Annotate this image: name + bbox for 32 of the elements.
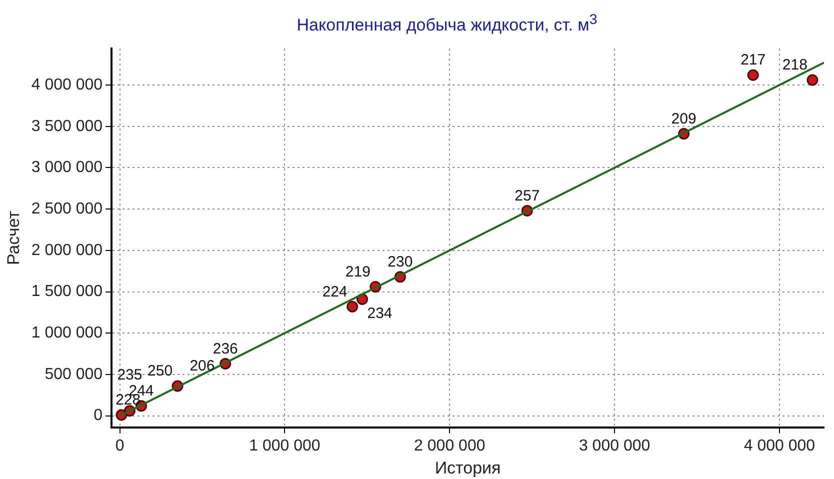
annotation: 250: [148, 362, 173, 380]
y-tick-label: 2 000 000: [31, 242, 103, 259]
annotation: 224: [322, 283, 348, 300]
x-tick-label: 3 000 000: [578, 437, 650, 454]
point: [346, 300, 358, 312]
annotation: 209: [671, 110, 696, 128]
annotation: 230: [388, 254, 413, 271]
annotation: 257: [514, 187, 540, 204]
x-axis-title: История: [434, 458, 501, 478]
y-tick-label: 4 000 000: [31, 76, 103, 94]
point: [747, 69, 759, 81]
y-axis-title: Расчет: [4, 210, 23, 266]
y-tick-label: 3 500 000: [31, 118, 103, 135]
point: [806, 74, 818, 86]
y-tick-label: 2 500 000: [31, 200, 103, 218]
chart-title: Накопленная добыча жидкости, ст. м$^{3}$: [296, 11, 598, 36]
y-tick-label: 3 000 000: [31, 159, 103, 176]
y-tick-label: 500 000: [44, 366, 103, 383]
y-tick-label: 1 000 000: [31, 324, 103, 342]
x-tick-label: 2 000 000: [414, 437, 486, 454]
annotation: 218: [782, 56, 808, 74]
annotation: 206: [190, 358, 215, 375]
annotation: 236: [212, 340, 238, 358]
annotation: 219: [345, 263, 370, 280]
x-tick-label: 4 000 000: [744, 437, 816, 454]
x-tick-label: 1 000 000: [249, 437, 320, 454]
annotation: 234: [367, 304, 392, 322]
annotation: 217: [740, 52, 766, 69]
annotation: 235: [117, 366, 142, 384]
y-tick-label: 1 500 000: [31, 283, 103, 300]
x-tick-label: 0: [115, 437, 124, 454]
y-tick-label: 0: [94, 407, 103, 424]
